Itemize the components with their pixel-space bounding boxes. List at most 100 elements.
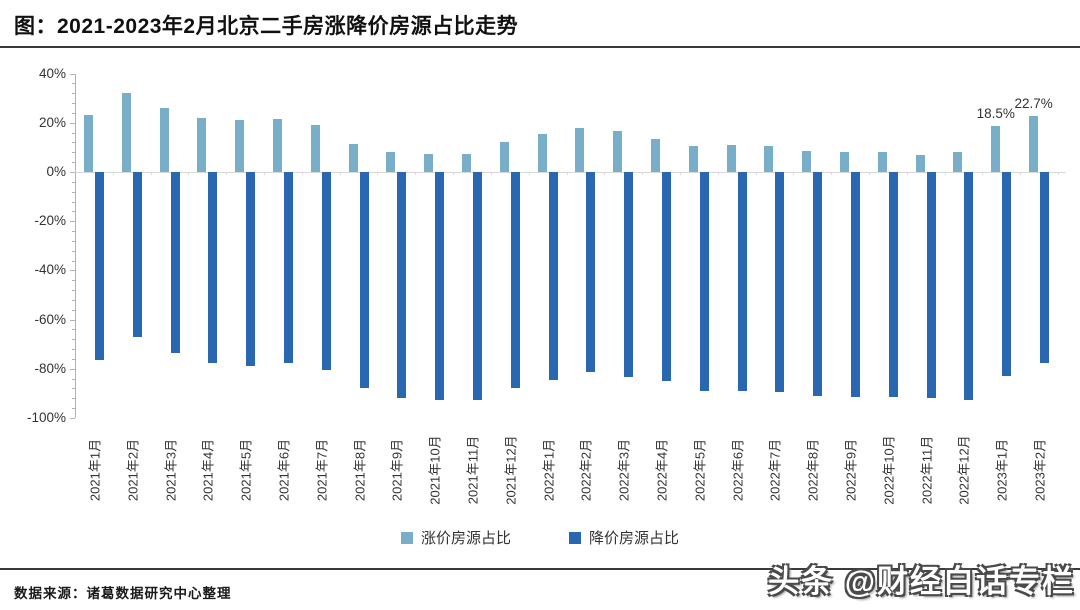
- legend-item: 降价房源占比: [569, 527, 679, 548]
- y-major-tick: [70, 122, 75, 124]
- y-minor-tick: [72, 408, 75, 410]
- bar-up: [197, 117, 207, 172]
- bar-up: [310, 125, 320, 172]
- x-tick-label: 2021年9月: [389, 438, 405, 502]
- bar-down: [246, 172, 256, 367]
- bar-up: [840, 152, 850, 172]
- x-tick-label: 2022年5月: [692, 438, 708, 502]
- x-boundary-tick: [226, 172, 228, 175]
- legend-swatch-icon: [400, 531, 413, 544]
- bar-down: [926, 172, 936, 399]
- bar-up: [915, 154, 925, 172]
- x-boundary-tick: [1020, 172, 1022, 175]
- x-boundary-tick: [604, 172, 606, 175]
- y-minor-tick: [72, 250, 75, 252]
- x-tick-label: 2021年6月: [276, 438, 292, 502]
- bar-up: [272, 119, 282, 172]
- x-boundary-tick: [566, 172, 568, 175]
- bar-down: [1040, 172, 1050, 363]
- bar-value-label: 22.7%: [1014, 96, 1053, 112]
- bar-up: [991, 126, 1001, 172]
- x-tick-label: 2022年12月: [956, 435, 972, 505]
- x-boundary-tick: [1058, 172, 1059, 175]
- x-boundary-tick: [793, 172, 795, 175]
- y-major-tick: [70, 270, 75, 272]
- x-boundary-tick: [944, 172, 946, 175]
- y-minor-tick: [72, 240, 75, 242]
- y-major-tick: [70, 73, 75, 75]
- x-tick-label: 2021年4月: [200, 438, 216, 502]
- y-minor-tick: [72, 83, 75, 85]
- x-tick-label: 2021年1月: [87, 438, 103, 502]
- x-boundary-tick: [453, 172, 455, 175]
- bar-down: [472, 172, 482, 400]
- bar-up: [235, 120, 245, 172]
- bar-up: [802, 151, 812, 172]
- bar-up: [159, 108, 169, 172]
- bar-down: [699, 172, 709, 391]
- y-major-tick: [70, 172, 75, 173]
- bar-down: [397, 172, 407, 399]
- legend-label: 降价房源占比: [589, 530, 680, 547]
- bar-down: [586, 172, 596, 373]
- x-boundary-tick: [679, 172, 681, 175]
- bar-up: [613, 131, 623, 172]
- x-tick-label: 2021年8月: [352, 438, 368, 502]
- bar-up: [764, 146, 774, 172]
- legend-label: 涨价房源占比: [420, 530, 511, 547]
- bar-down: [359, 172, 369, 389]
- x-tick-label: 2022年11月: [919, 435, 935, 505]
- bar-up: [575, 127, 585, 172]
- y-minor-tick: [72, 211, 75, 213]
- bar-up: [461, 153, 471, 172]
- bar-up: [424, 153, 434, 172]
- y-major-tick: [70, 319, 75, 321]
- x-tick-label: 2021年3月: [163, 438, 179, 502]
- y-minor-tick: [72, 201, 75, 203]
- y-minor-tick: [72, 142, 75, 144]
- bar-down: [775, 172, 785, 393]
- y-axis-line: [75, 73, 76, 418]
- watermark: 头条 @财经白话专栏: [768, 564, 1075, 599]
- y-minor-tick: [72, 181, 75, 183]
- legend-swatch-icon: [569, 531, 581, 544]
- y-minor-tick: [72, 162, 75, 164]
- y-tick-label: 0%: [46, 164, 66, 179]
- bar-down: [1002, 172, 1012, 377]
- y-tick-label: -60%: [34, 311, 66, 327]
- bar-down: [283, 172, 293, 363]
- x-boundary-tick: [906, 172, 908, 175]
- y-minor-tick: [72, 132, 75, 134]
- x-tick-label: 2022年10月: [881, 435, 897, 505]
- bar-up: [83, 115, 93, 172]
- y-minor-tick: [72, 329, 75, 331]
- y-minor-tick: [72, 339, 75, 341]
- y-tick-label: 40%: [38, 65, 66, 81]
- x-tick-label: 2022年6月: [730, 438, 746, 502]
- bar-down: [132, 172, 142, 337]
- x-boundary-tick: [982, 172, 984, 175]
- y-minor-tick: [72, 191, 75, 193]
- y-minor-tick: [72, 260, 75, 262]
- bar-up: [726, 144, 736, 172]
- x-boundary-tick: [831, 172, 833, 175]
- x-tick-label: 2022年3月: [616, 438, 632, 502]
- bar-up: [386, 152, 396, 172]
- bar-down: [964, 172, 974, 400]
- bar-down: [170, 172, 180, 353]
- y-minor-tick: [72, 152, 75, 154]
- y-minor-tick: [72, 290, 75, 292]
- y-major-tick: [70, 418, 75, 419]
- legend-item: 涨价房源占比: [400, 527, 511, 548]
- x-tick-label: 2021年2月: [125, 438, 141, 502]
- bar-up: [877, 152, 887, 172]
- zero-gridline: [75, 172, 1066, 173]
- y-tick-label: -80%: [34, 360, 66, 376]
- bar-down: [662, 172, 672, 382]
- y-tick-label: -40%: [34, 262, 66, 278]
- x-tick-label: 2021年12月: [503, 435, 519, 505]
- y-minor-tick: [72, 398, 75, 400]
- x-boundary-tick: [490, 172, 492, 175]
- x-tick-label: 2022年7月: [767, 438, 783, 502]
